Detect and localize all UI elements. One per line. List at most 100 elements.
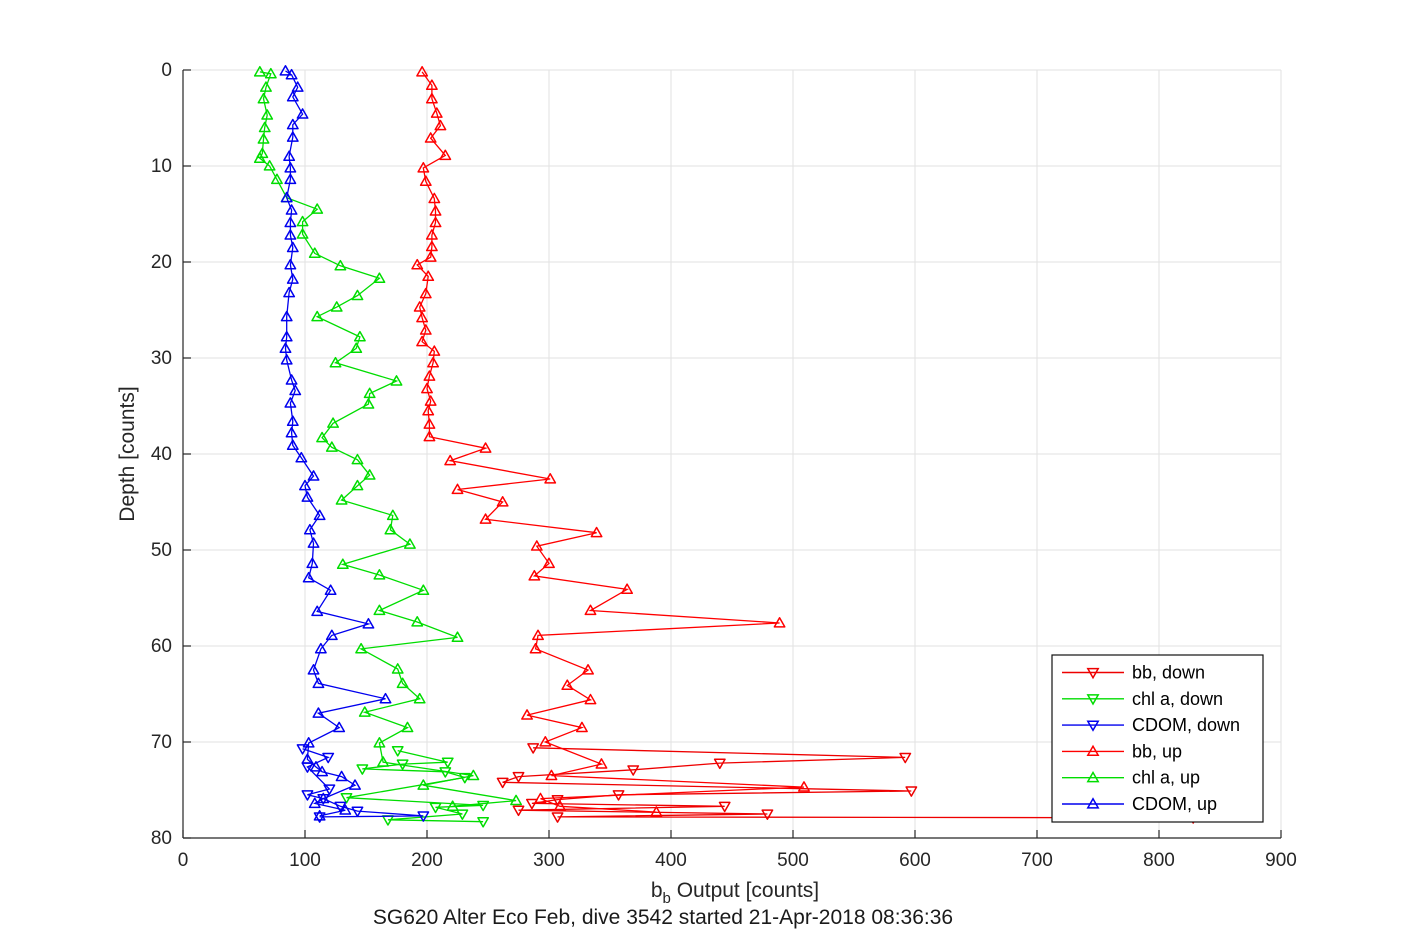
- triangle-up-marker: [339, 804, 352, 815]
- triangle-up-marker: [532, 629, 544, 641]
- y-axis-label: Depth [counts]: [116, 386, 139, 522]
- triangle-down-marker: [525, 798, 538, 810]
- triangle-up-marker: [308, 247, 321, 259]
- triangle-up-marker: [291, 81, 304, 92]
- triangle-up-marker: [307, 470, 320, 481]
- triangle-up-marker: [308, 797, 321, 809]
- triangle-up-marker: [446, 800, 459, 811]
- triangle-up-marker: [425, 229, 438, 240]
- triangle-up-marker: [284, 258, 297, 270]
- triangle-up-marker: [286, 118, 299, 130]
- triangle-up-marker: [296, 215, 309, 227]
- triangle-up-marker: [316, 431, 329, 443]
- legend-triangle-down-marker: [1086, 667, 1100, 680]
- triangle-up-marker: [424, 132, 437, 143]
- legend-label: CDOM, down: [1132, 715, 1240, 735]
- triangle-up-marker: [451, 483, 464, 495]
- x-tick-label: 100: [289, 850, 321, 871]
- triangle-up-marker: [350, 342, 363, 354]
- triangle-up-marker: [279, 342, 292, 354]
- series-line: [346, 749, 484, 823]
- triangle-up-marker: [286, 415, 299, 427]
- triangle-up-marker: [621, 583, 634, 595]
- triangle-up-marker: [434, 119, 447, 131]
- triangle-up-marker: [351, 479, 364, 491]
- triangle-down-marker: [761, 809, 774, 820]
- triangle-up-marker: [584, 693, 597, 705]
- triangle-up-marker: [390, 375, 403, 386]
- triangle-up-marker: [329, 356, 342, 368]
- triangle-up-marker: [280, 353, 293, 365]
- triangle-up-marker: [314, 642, 327, 654]
- triangle-up-marker: [296, 108, 309, 119]
- triangle-up-marker: [544, 473, 557, 484]
- triangle-up-marker: [284, 216, 297, 228]
- triangle-up-marker: [479, 442, 492, 453]
- triangle-up-marker: [280, 310, 293, 322]
- triangle-up-marker: [582, 664, 594, 675]
- triangle-up-marker: [467, 769, 480, 781]
- x-tick-label: 800: [1143, 850, 1175, 871]
- x-tick-label: 900: [1265, 850, 1297, 871]
- x-axis-label-rest: Output [counts]: [670, 879, 820, 902]
- triangle-up-marker: [324, 584, 337, 595]
- triangle-up-marker: [286, 241, 299, 253]
- triangle-up-marker: [798, 781, 810, 792]
- triangle-up-marker: [286, 439, 299, 451]
- triangle-up-marker: [419, 287, 432, 299]
- triangle-up-marker: [335, 770, 348, 782]
- triangle-up-marker: [285, 374, 298, 385]
- triangle-down-marker: [301, 790, 314, 801]
- triangle-up-marker: [284, 173, 297, 185]
- triangle-up-marker: [301, 491, 314, 502]
- triangle-up-marker: [545, 769, 558, 781]
- triangle-up-marker: [302, 571, 315, 583]
- legend-triangle-up-marker: [1086, 744, 1100, 757]
- x-axis-label: bb Output [counts]: [651, 879, 819, 907]
- triangle-up-marker: [283, 286, 296, 298]
- triangle-up-marker: [333, 721, 346, 733]
- triangle-up-marker: [773, 617, 786, 628]
- triangle-up-marker: [353, 330, 366, 342]
- triangle-up-marker: [362, 617, 375, 629]
- figure-title: SG620 Alter Eco Feb, dive 3542 started 2…: [372, 906, 954, 929]
- triangle-up-marker: [285, 204, 298, 215]
- triangle-up-marker: [425, 79, 438, 91]
- legend-label: bb, up: [1132, 741, 1182, 761]
- triangle-up-marker: [496, 496, 509, 507]
- triangle-up-marker: [430, 107, 443, 118]
- triangle-up-marker: [423, 430, 436, 442]
- triangle-up-marker: [401, 721, 414, 733]
- triangle-up-marker: [286, 273, 299, 284]
- triangle-up-marker: [377, 756, 390, 767]
- y-tick-label: 0: [161, 60, 172, 81]
- triangle-up-marker: [313, 809, 326, 821]
- triangle-up-marker: [534, 792, 547, 804]
- y-tick-label: 70: [151, 732, 172, 753]
- x-tick-label: 200: [411, 850, 443, 871]
- triangle-up-marker: [285, 68, 298, 80]
- triangle-up-marker: [363, 469, 376, 480]
- triangle-up-marker: [316, 765, 329, 777]
- triangle-up-marker: [261, 109, 274, 120]
- x-axis-label-base: b: [650, 879, 663, 902]
- x-tick-label: 700: [1021, 850, 1053, 871]
- legend-label: CDOM, up: [1132, 794, 1217, 814]
- x-axis-label-subscript: b: [662, 890, 671, 907]
- triangle-up-marker: [451, 631, 464, 643]
- triangle-up-marker: [561, 679, 574, 691]
- y-tick-label: 30: [151, 348, 172, 369]
- triangle-up-marker: [539, 736, 552, 747]
- triangle-up-marker: [363, 387, 376, 399]
- legend-box: [1051, 654, 1264, 823]
- triangle-up-marker: [425, 92, 438, 104]
- triangle-up-marker: [417, 584, 430, 595]
- triangle-up-marker: [424, 251, 437, 262]
- legend-label: bb, down: [1132, 663, 1205, 683]
- triangle-down-marker: [718, 801, 731, 813]
- triangle-up-marker: [529, 642, 542, 654]
- triangle-down-marker: [322, 752, 335, 764]
- triangle-up-marker: [280, 330, 293, 342]
- triangle-up-marker: [423, 370, 436, 381]
- triangle-down-marker: [512, 805, 525, 817]
